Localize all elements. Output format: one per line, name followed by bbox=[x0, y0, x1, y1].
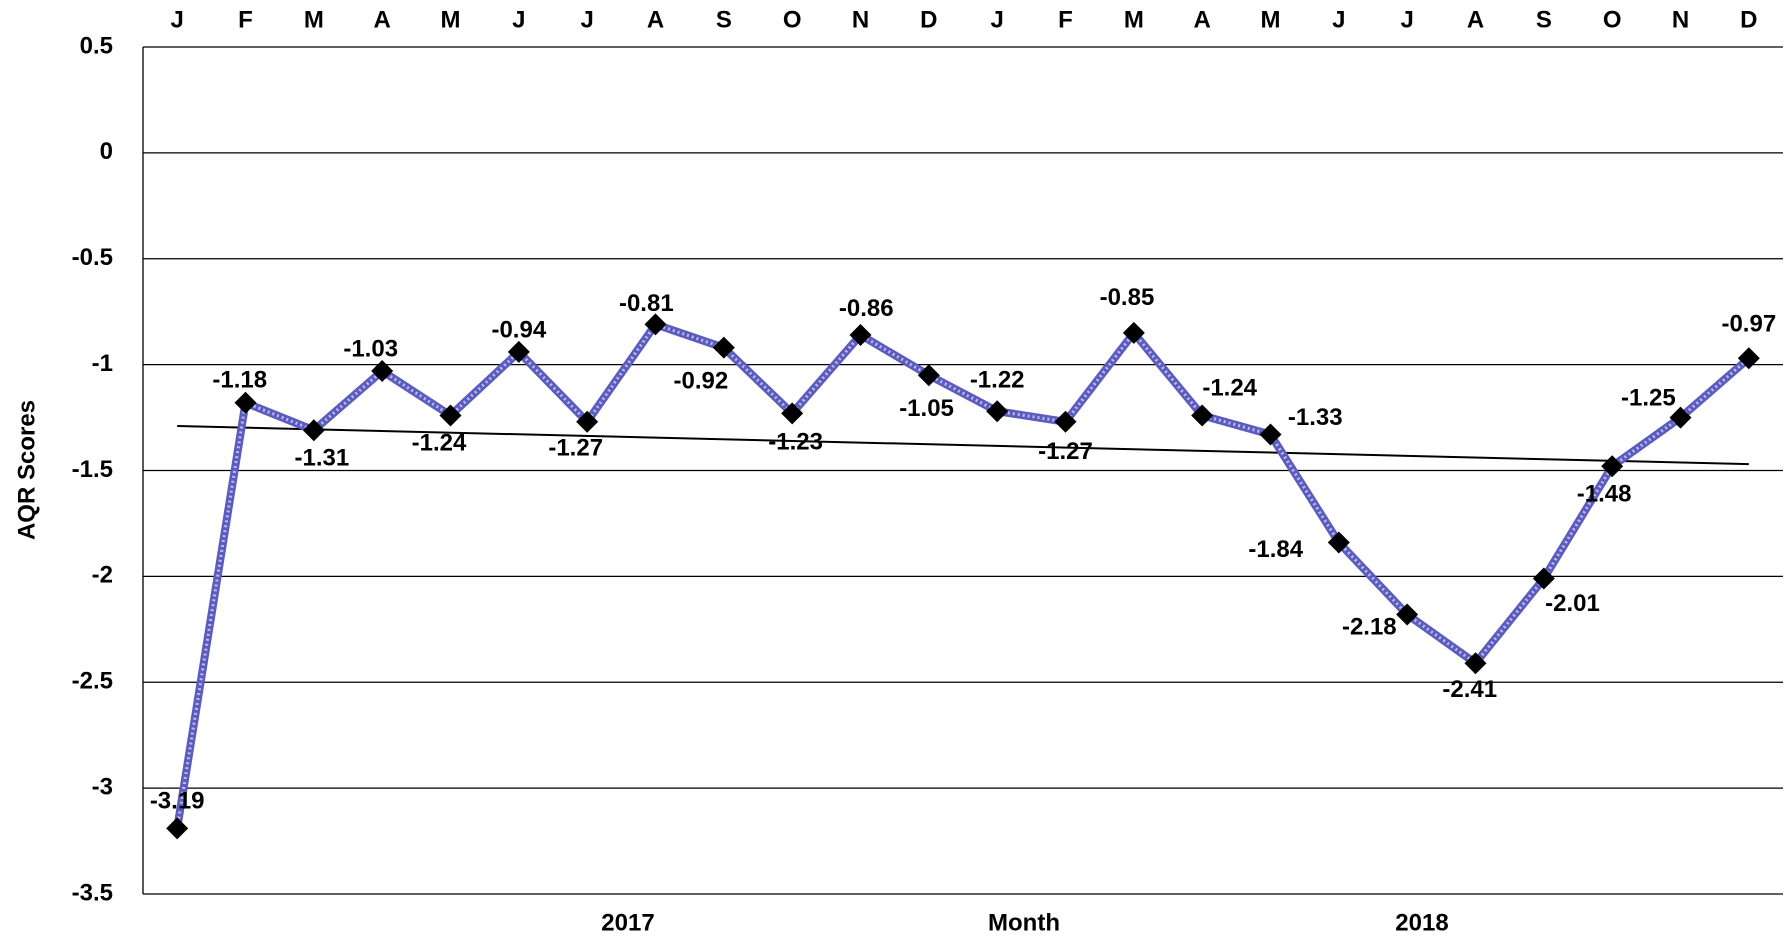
data-label: -1.48 bbox=[1577, 480, 1632, 507]
x-axis-title: Month bbox=[988, 909, 1060, 936]
x-tick-label: J bbox=[580, 6, 593, 33]
data-label: -1.23 bbox=[768, 428, 823, 455]
y-tick-label: -2.5 bbox=[72, 668, 113, 695]
data-point bbox=[576, 410, 599, 433]
data-label: -1.24 bbox=[1202, 374, 1257, 401]
x-tick-label: J bbox=[512, 6, 525, 33]
data-point bbox=[1532, 567, 1555, 590]
y-tick-label: 0 bbox=[100, 138, 113, 165]
data-point bbox=[439, 404, 462, 427]
data-point bbox=[712, 336, 735, 359]
data-point bbox=[1601, 455, 1624, 478]
x-tick-label: O bbox=[1603, 6, 1622, 33]
data-label: -1.33 bbox=[1288, 404, 1343, 431]
data-point bbox=[1669, 406, 1692, 429]
data-point bbox=[1396, 603, 1419, 626]
y-tick-label: -1 bbox=[92, 350, 113, 377]
y-tick-label: -3 bbox=[92, 773, 113, 800]
data-point bbox=[1327, 531, 1350, 554]
year-label: 2018 bbox=[1395, 909, 1448, 936]
data-label: -1.03 bbox=[343, 336, 398, 363]
data-label: -1.24 bbox=[412, 429, 467, 456]
x-tick-label: M bbox=[304, 6, 324, 33]
x-tick-label: A bbox=[1193, 6, 1210, 33]
data-point bbox=[986, 400, 1009, 423]
data-point bbox=[849, 323, 872, 346]
data-point bbox=[1191, 404, 1214, 427]
data-point bbox=[302, 419, 325, 442]
x-tick-label: N bbox=[1672, 6, 1689, 33]
x-tick-label: A bbox=[647, 6, 664, 33]
data-label: -1.84 bbox=[1248, 536, 1303, 563]
data-point bbox=[507, 340, 530, 363]
x-tick-label: J bbox=[990, 6, 1003, 33]
data-label: -2.01 bbox=[1545, 590, 1600, 617]
y-tick-label: -0.5 bbox=[72, 244, 113, 271]
data-label: -1.18 bbox=[212, 366, 267, 393]
data-label: -0.97 bbox=[1721, 310, 1776, 337]
x-tick-label: F bbox=[238, 6, 253, 33]
data-label: -1.31 bbox=[295, 444, 350, 471]
x-tick-label: A bbox=[1467, 6, 1484, 33]
data-label: -0.81 bbox=[619, 290, 674, 317]
data-label: -0.92 bbox=[674, 367, 729, 394]
data-label: -1.22 bbox=[970, 367, 1025, 394]
data-point bbox=[644, 313, 667, 336]
y-tick-label: 0.5 bbox=[80, 32, 113, 59]
data-label: -0.94 bbox=[491, 317, 546, 344]
y-tick-label: -2 bbox=[92, 562, 113, 589]
x-tick-label: S bbox=[716, 6, 732, 33]
data-label: -0.86 bbox=[839, 295, 894, 322]
x-tick-label: J bbox=[170, 6, 183, 33]
data-point bbox=[1464, 652, 1487, 675]
data-label: -1.05 bbox=[899, 395, 954, 422]
x-tick-label: A bbox=[373, 6, 390, 33]
data-label: -1.25 bbox=[1621, 385, 1676, 412]
data-label: -2.41 bbox=[1442, 676, 1497, 703]
data-point bbox=[166, 817, 189, 840]
data-label: -2.18 bbox=[1342, 614, 1397, 641]
data-point bbox=[1122, 321, 1145, 344]
data-label: -0.85 bbox=[1100, 284, 1155, 311]
series-line-texture bbox=[175, 322, 1750, 829]
data-label: -1.27 bbox=[548, 435, 603, 462]
data-point bbox=[234, 391, 257, 414]
data-label: -1.27 bbox=[1038, 438, 1093, 465]
y-tick-label: -1.5 bbox=[72, 456, 113, 483]
x-tick-label: O bbox=[783, 6, 802, 33]
x-tick-label: D bbox=[1740, 6, 1757, 33]
x-tick-label: S bbox=[1536, 6, 1552, 33]
data-point bbox=[371, 359, 394, 382]
x-tick-label: D bbox=[920, 6, 937, 33]
x-tick-label: M bbox=[441, 6, 461, 33]
x-tick-label: N bbox=[852, 6, 869, 33]
x-tick-label: F bbox=[1058, 6, 1073, 33]
data-point bbox=[1054, 410, 1077, 433]
data-point bbox=[781, 402, 804, 425]
data-point bbox=[917, 364, 940, 387]
x-tick-label: M bbox=[1124, 6, 1144, 33]
x-tick-label: J bbox=[1332, 6, 1345, 33]
x-tick-label: J bbox=[1400, 6, 1413, 33]
data-point bbox=[1737, 347, 1760, 370]
y-tick-label: -3.5 bbox=[72, 879, 113, 906]
x-tick-label: M bbox=[1261, 6, 1281, 33]
data-point bbox=[1259, 423, 1282, 446]
data-label: -3.19 bbox=[150, 787, 205, 814]
trend-line bbox=[177, 425, 1749, 466]
year-label: 2017 bbox=[601, 909, 654, 936]
y-axis-title: AQR Scores bbox=[13, 400, 40, 540]
